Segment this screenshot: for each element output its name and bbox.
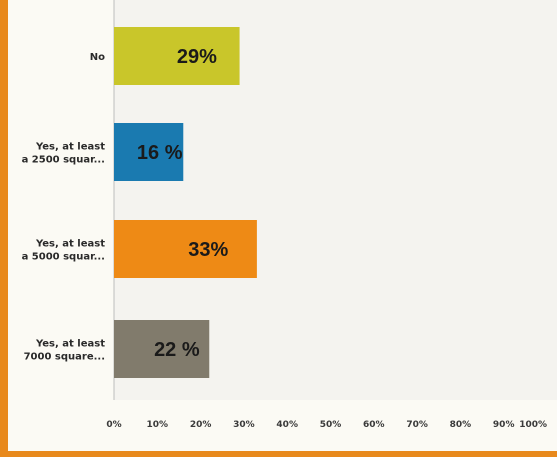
bar-value-label-3: 33%	[188, 239, 228, 261]
x-tick-label: 60%	[363, 420, 385, 430]
category-label-4: Yes, at least 7000 square...	[24, 339, 106, 363]
bar-value-label-4: 22 %	[154, 339, 200, 361]
x-tick-label: 70%	[406, 420, 428, 430]
category-label-1: No	[90, 52, 105, 63]
bar-1	[114, 27, 240, 85]
x-tick-label: 80%	[450, 420, 472, 430]
bar-2	[114, 123, 184, 181]
x-tick-label: 50%	[320, 420, 342, 430]
x-tick-label: 0%	[106, 420, 121, 430]
x-tick-label: 90%	[493, 420, 515, 430]
bar-value-label-1: 29%	[177, 46, 217, 68]
bar-value-label-2: 16 %	[137, 142, 183, 164]
chart-frame: 29% 16 % 33% 22 % No Yes, at least a 2500 squ…	[8, 0, 557, 451]
x-tick-label: 20%	[190, 420, 212, 430]
x-tick-label: 10%	[147, 420, 169, 430]
x-tick-label: 40%	[276, 420, 298, 430]
bar-4	[114, 320, 210, 378]
bar-3	[114, 220, 257, 278]
category-label-2: Yes, at least a 2500 squar...	[22, 142, 106, 166]
x-tick-label: 100%	[519, 420, 547, 430]
x-tick-label: 30%	[233, 420, 255, 430]
bar-chart: 29% 16 % 33% 22 % No Yes, at least a 2500 squ…	[22, 0, 557, 430]
category-label-3: Yes, at least a 5000 squar...	[22, 239, 106, 263]
